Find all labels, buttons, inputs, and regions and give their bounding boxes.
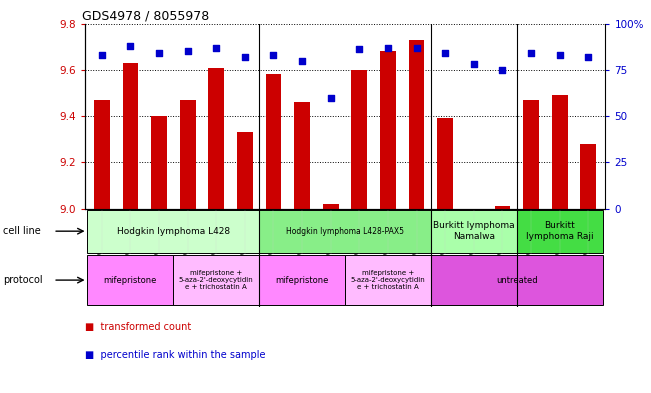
Point bbox=[440, 50, 450, 56]
Bar bbox=[409, 40, 424, 209]
Bar bbox=[352, 70, 367, 209]
Bar bbox=[122, 63, 138, 209]
Point bbox=[583, 54, 594, 60]
Point bbox=[96, 52, 107, 58]
Point bbox=[526, 50, 536, 56]
Bar bbox=[345, 255, 431, 305]
Point bbox=[211, 44, 221, 51]
Bar bbox=[208, 68, 224, 209]
Point bbox=[240, 54, 250, 60]
Text: Burkitt lymphoma
Namalwa: Burkitt lymphoma Namalwa bbox=[433, 222, 514, 241]
Bar bbox=[94, 100, 109, 209]
Text: Burkitt
lymphoma Raji: Burkitt lymphoma Raji bbox=[526, 222, 594, 241]
Bar bbox=[237, 132, 253, 209]
Bar bbox=[180, 100, 195, 209]
Bar bbox=[380, 51, 396, 209]
Point bbox=[383, 44, 393, 51]
Bar bbox=[87, 209, 259, 253]
Text: Hodgkin lymphoma L428: Hodgkin lymphoma L428 bbox=[117, 227, 230, 236]
Bar bbox=[517, 209, 603, 253]
Point bbox=[497, 67, 508, 73]
Bar bbox=[437, 118, 453, 209]
Bar bbox=[523, 100, 539, 209]
Bar bbox=[151, 116, 167, 209]
Point bbox=[411, 44, 422, 51]
Point bbox=[125, 43, 135, 49]
Text: GDS4978 / 8055978: GDS4978 / 8055978 bbox=[82, 9, 209, 22]
Text: mifepristone: mifepristone bbox=[104, 275, 157, 285]
Point bbox=[354, 46, 365, 53]
Text: mifepristone +
5-aza-2'-deoxycytidin
e + trichostatin A: mifepristone + 5-aza-2'-deoxycytidin e +… bbox=[351, 270, 425, 290]
Text: cell line: cell line bbox=[3, 226, 41, 236]
Bar bbox=[323, 204, 339, 209]
Point bbox=[268, 52, 279, 58]
Bar bbox=[495, 206, 510, 209]
Text: ■  transformed count: ■ transformed count bbox=[85, 322, 191, 332]
Bar bbox=[259, 209, 431, 253]
Text: ■  percentile rank within the sample: ■ percentile rank within the sample bbox=[85, 350, 265, 360]
Text: mifepristone +
5-aza-2'-deoxycytidin
e + trichostatin A: mifepristone + 5-aza-2'-deoxycytidin e +… bbox=[179, 270, 254, 290]
Bar bbox=[173, 255, 259, 305]
Bar bbox=[552, 95, 568, 209]
Text: protocol: protocol bbox=[3, 275, 43, 285]
Bar bbox=[581, 144, 596, 209]
Point bbox=[297, 57, 307, 64]
Bar bbox=[431, 255, 603, 305]
Text: mifepristone: mifepristone bbox=[275, 275, 329, 285]
Bar bbox=[431, 209, 517, 253]
Point bbox=[469, 61, 479, 68]
Point bbox=[182, 48, 193, 55]
Text: Hodgkin lymphoma L428-PAX5: Hodgkin lymphoma L428-PAX5 bbox=[286, 227, 404, 236]
Bar bbox=[294, 102, 310, 209]
Bar bbox=[87, 255, 173, 305]
Bar bbox=[266, 75, 281, 209]
Text: untreated: untreated bbox=[496, 275, 538, 285]
Point bbox=[555, 52, 565, 58]
Point bbox=[326, 94, 336, 101]
Point bbox=[154, 50, 164, 56]
Bar bbox=[259, 255, 345, 305]
